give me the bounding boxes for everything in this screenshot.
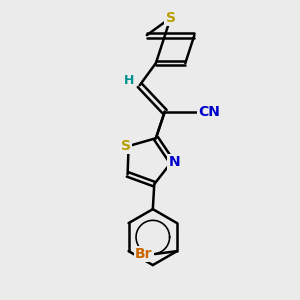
Text: Br: Br (135, 247, 152, 261)
Text: CN: CN (199, 105, 220, 119)
Text: S: S (121, 139, 131, 153)
Text: H: H (124, 74, 135, 87)
Text: S: S (166, 11, 176, 25)
Text: N: N (168, 155, 180, 169)
